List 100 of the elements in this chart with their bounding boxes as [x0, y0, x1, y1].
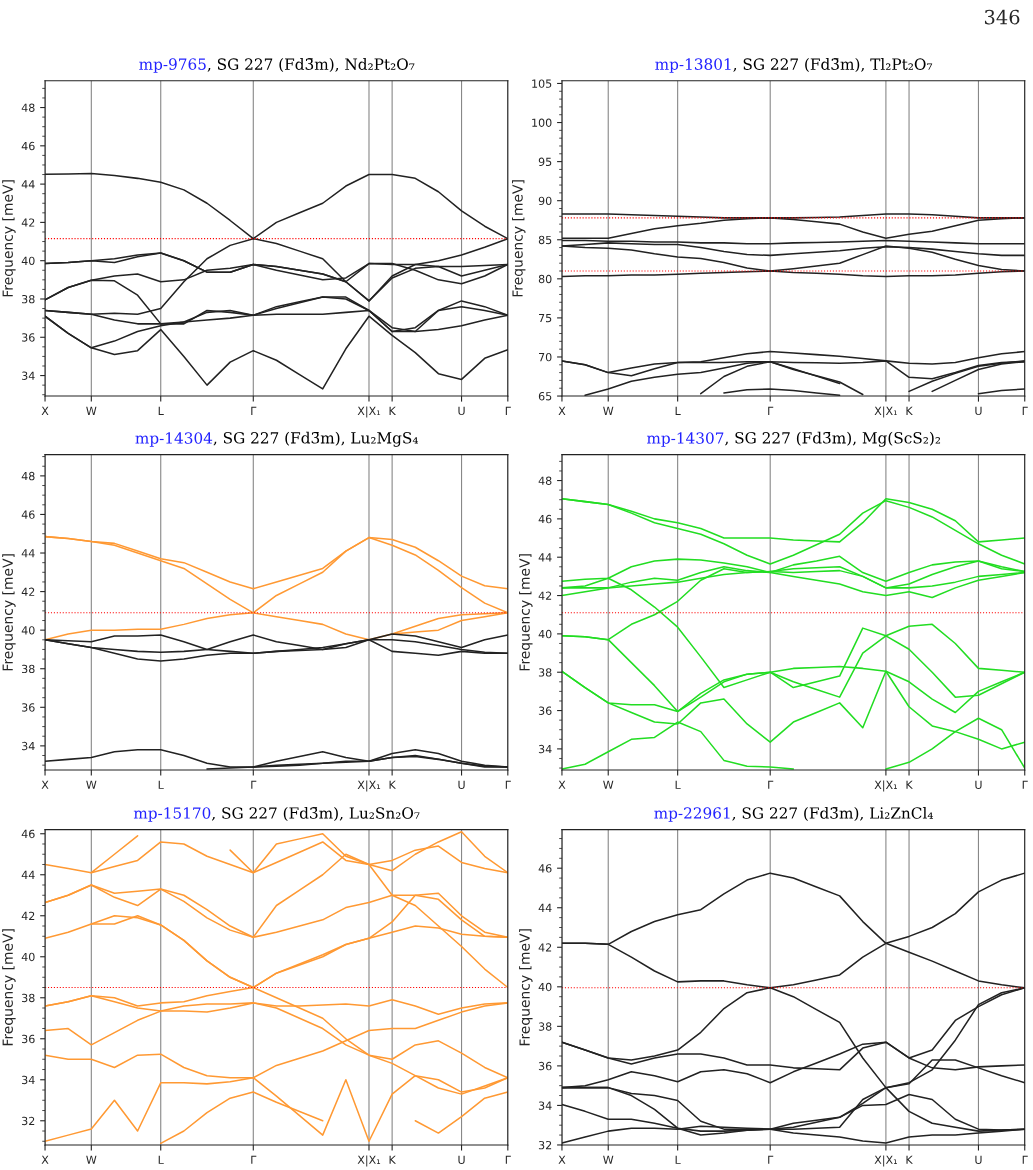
- y-tick-label: 42: [538, 591, 552, 600]
- x-tick-label: X: [558, 780, 566, 789]
- x-tick-label: W: [603, 1155, 614, 1164]
- chart-title: mp-22961, SG 227 (Fd3̄m), Li₂ZnCl₄: [654, 806, 934, 822]
- y-tick-label: 32: [538, 1140, 552, 1150]
- chart-title: mp-13801, SG 227 (Fd3̄m), Tl₂Pt₂O₇: [655, 58, 933, 73]
- y-tick-label: 40: [21, 952, 35, 962]
- x-tick-label: Γ: [251, 1155, 257, 1164]
- y-axis-title: Frequency [meV]: [519, 554, 533, 671]
- y-tick-label: 65: [538, 392, 552, 401]
- y-axis-title: Frequency [meV]: [2, 180, 16, 297]
- y-axis-title: Frequency [meV]: [2, 554, 16, 671]
- y-tick-label: 85: [538, 235, 552, 245]
- x-tick-label: Γ: [768, 406, 774, 415]
- y-tick-label: 42: [21, 911, 35, 920]
- y-tick-label: 100: [532, 118, 552, 127]
- x-tick-label: Γ: [505, 780, 511, 789]
- x-tick-label: X: [41, 780, 49, 789]
- x-tick-label: L: [158, 406, 164, 415]
- y-tick-label: 44: [21, 180, 35, 189]
- x-tick-label: X|X₁: [357, 780, 381, 792]
- x-tick-label: L: [158, 1155, 164, 1164]
- y-tick-label: 46: [21, 829, 35, 839]
- y-tick-label: 44: [21, 870, 35, 879]
- y-tick-label: 46: [21, 141, 35, 151]
- x-tick-label: X: [558, 1155, 566, 1164]
- x-tick-label: K: [906, 406, 913, 415]
- y-tick-label: 105: [532, 79, 552, 88]
- y-axis-title: Frequency [meV]: [2, 929, 16, 1046]
- y-tick-label: 48: [21, 103, 35, 112]
- y-tick-label: 34: [22, 1075, 35, 1085]
- x-tick-label: Γ: [768, 1155, 774, 1164]
- y-tick-label: 36: [22, 703, 35, 712]
- y-tick-label: 40: [538, 982, 552, 992]
- y-tick-label: 42: [21, 587, 35, 596]
- y-tick-label: 48: [21, 471, 35, 481]
- y-tick-label: 40: [538, 629, 552, 639]
- y-tick-label: 34: [22, 371, 35, 380]
- x-tick-label: U: [975, 780, 982, 789]
- y-tick-label: 90: [538, 196, 552, 206]
- y-tick-label: 34: [22, 741, 35, 751]
- x-tick-label: X: [41, 406, 49, 415]
- y-axis-title: Frequency [meV]: [519, 929, 533, 1046]
- x-tick-label: L: [675, 406, 681, 415]
- x-tick-label: K: [906, 780, 913, 789]
- x-tick-label: W: [603, 780, 614, 789]
- y-tick-label: 32: [22, 1116, 35, 1126]
- y-tick-label: 42: [21, 218, 35, 227]
- x-tick-label: L: [158, 780, 164, 789]
- y-tick-label: 44: [538, 553, 552, 562]
- x-tick-label: W: [603, 406, 614, 415]
- y-tick-label: 38: [538, 668, 552, 677]
- y-tick-label: 95: [538, 157, 552, 166]
- y-tick-label: 36: [538, 1061, 552, 1071]
- x-tick-label: X|X₁: [874, 780, 897, 792]
- chart-title: mp-9765, SG 227 (Fd3̄m), Nd₂Pt₂O₇: [139, 58, 415, 73]
- y-tick-label: 38: [22, 664, 35, 674]
- x-tick-label: U: [458, 406, 465, 416]
- x-tick-label: K: [389, 780, 396, 789]
- y-tick-label: 34: [538, 744, 552, 754]
- y-tick-label: 38: [22, 294, 35, 304]
- x-tick-label: X|X₁: [357, 406, 381, 418]
- x-tick-label: Γ: [1022, 406, 1028, 415]
- x-tick-label: Γ: [505, 406, 511, 415]
- x-tick-label: W: [86, 406, 97, 415]
- x-tick-label: W: [86, 780, 97, 789]
- text: 346: [984, 9, 1020, 25]
- x-tick-label: X|X₁: [357, 1155, 381, 1167]
- x-tick-label: Γ: [251, 780, 257, 789]
- x-tick-label: X: [41, 1155, 49, 1164]
- x-tick-label: Γ: [768, 780, 774, 789]
- y-tick-label: 80: [538, 274, 552, 284]
- y-tick-label: 36: [22, 1034, 35, 1044]
- x-tick-label: X: [558, 406, 566, 415]
- x-tick-label: U: [458, 1155, 465, 1164]
- chart-title: mp-14307, SG 227 (Fd3̄m), Mg(ScS₂)₂: [646, 431, 941, 447]
- y-tick-label: 44: [538, 903, 552, 912]
- y-tick-label: 46: [21, 510, 35, 519]
- y-tick-label: 70: [539, 352, 552, 362]
- x-tick-label: Γ: [1022, 1155, 1028, 1164]
- chart-title: mp-15170, SG 227 (Fd3̄m), Lu₂Sn₂O₇: [133, 806, 420, 822]
- x-tick-label: L: [675, 780, 681, 789]
- y-tick-label: 42: [538, 943, 552, 952]
- chart-title: mp-14304, SG 227 (Fd3̄m), Lu₂MgS₄: [135, 431, 419, 447]
- x-tick-label: K: [389, 1155, 396, 1164]
- x-tick-label: W: [86, 1155, 97, 1164]
- x-tick-label: K: [389, 406, 396, 415]
- y-tick-label: 40: [21, 626, 35, 635]
- x-tick-label: U: [458, 780, 465, 789]
- y-tick-label: 36: [538, 706, 552, 715]
- x-tick-label: L: [675, 1155, 681, 1164]
- y-tick-label: 75: [539, 314, 552, 323]
- x-tick-label: Γ: [1022, 780, 1028, 789]
- x-tick-label: K: [906, 1155, 913, 1164]
- y-axis-title: Frequency [meV]: [512, 180, 526, 297]
- y-tick-label: 38: [22, 993, 35, 1003]
- y-tick-label: 46: [538, 864, 552, 873]
- x-tick-label: U: [975, 1155, 982, 1164]
- x-tick-label: Γ: [505, 1155, 511, 1164]
- y-tick-label: 46: [538, 514, 552, 524]
